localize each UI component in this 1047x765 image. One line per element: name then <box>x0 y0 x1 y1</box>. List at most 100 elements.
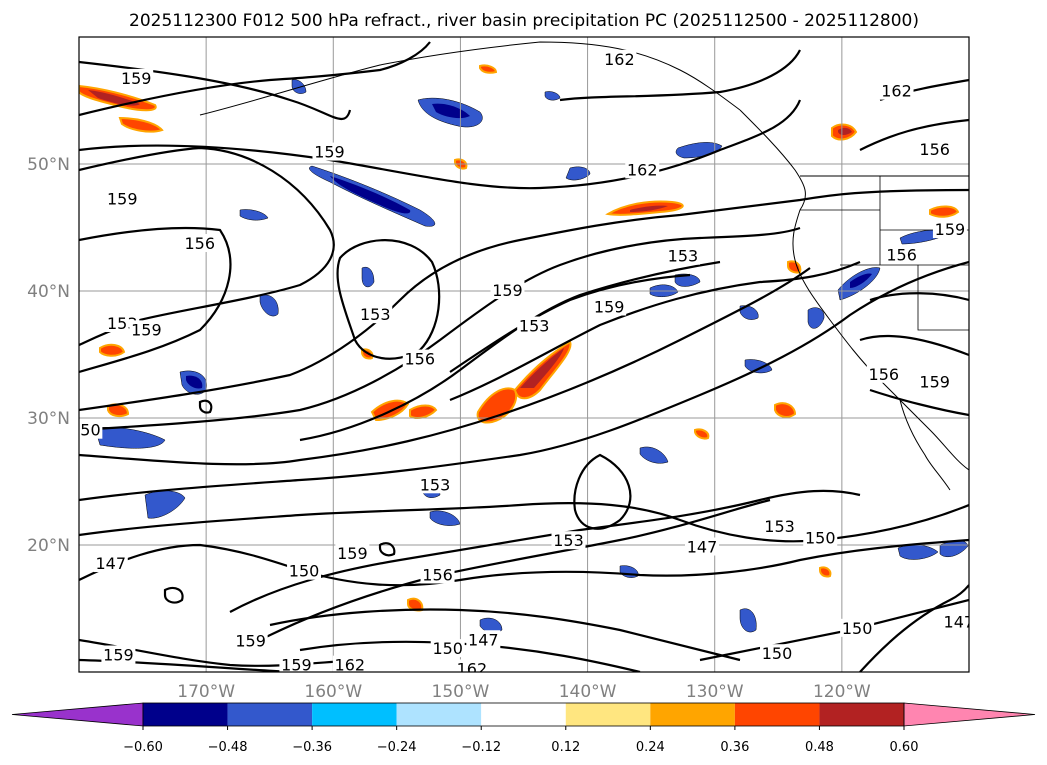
contour-label-background <box>625 160 660 179</box>
map-background <box>79 37 969 672</box>
shade-patch <box>330 176 411 214</box>
shade-patch <box>787 260 802 274</box>
colorbar-tick-label: −0.36 <box>292 740 332 755</box>
contour-label: 156 <box>919 140 950 159</box>
contour-label: 162 <box>335 656 366 675</box>
contour-label-background <box>105 189 140 208</box>
colorbar-tick-label: 0.36 <box>720 740 749 755</box>
contour-label-background <box>93 554 128 573</box>
shade-patch <box>739 305 759 320</box>
contour-label-background <box>762 517 797 536</box>
colorbar-extend-min <box>11 702 144 727</box>
baja-coastline <box>899 399 951 491</box>
map-frame <box>78 36 970 673</box>
contour-line <box>79 267 811 466</box>
longitude-tick-label: 150°W <box>432 682 490 702</box>
colorbar-segment <box>396 703 482 726</box>
contour-line <box>449 260 861 402</box>
shade-patch <box>819 566 832 578</box>
shade-patch <box>674 273 701 287</box>
contour-label: 159 <box>235 632 266 651</box>
contour-label-background <box>233 631 268 650</box>
longitude-labels: 170°W 160°W 150°W 140°W 130°W 120°W <box>177 682 871 702</box>
contour-label: 159 <box>314 143 345 162</box>
contour-label: 159 <box>281 656 312 675</box>
colorbar-tick-label: 0.60 <box>890 740 919 755</box>
contour-label-background <box>551 531 586 550</box>
contour-label-background <box>358 305 393 324</box>
contour-label-background <box>803 528 838 547</box>
shade-patch <box>807 307 825 329</box>
contour-line <box>378 542 396 557</box>
contour-label: 156 <box>869 365 900 384</box>
shade-patch <box>850 273 872 288</box>
contour-label: 159 <box>337 544 368 563</box>
contour-label: 156 <box>886 245 917 264</box>
contour-line <box>229 489 861 613</box>
latitude-tick-label: 30°N <box>27 409 70 429</box>
contour-label-background <box>490 281 525 299</box>
contour-label: 150 <box>432 639 463 658</box>
contour-label: 147 <box>687 538 718 557</box>
colorbar: −0.60 −0.48 −0.36 −0.24 −0.12 0.12 0.24 0.36 0.4… <box>11 702 1036 755</box>
contour-label-background <box>941 612 969 631</box>
contour-label-background <box>685 537 719 556</box>
shade-patch <box>565 166 591 181</box>
contour-label-background <box>760 644 795 663</box>
contour-label: 159 <box>131 320 162 339</box>
contour-label: 159 <box>103 645 134 664</box>
latitude-tick-label: 40°N <box>27 282 70 302</box>
contour-label-background <box>592 297 627 316</box>
contour-label-background <box>840 618 875 637</box>
colorbar-tick-label: −0.24 <box>377 740 417 755</box>
contour-label: 153 <box>668 247 699 266</box>
contour-label-background <box>466 630 501 649</box>
colorbar-tick-label: −0.60 <box>123 740 163 755</box>
contour-label-background <box>454 659 489 672</box>
shade-patch <box>739 608 757 633</box>
shade-patch <box>239 209 269 221</box>
shade-patch <box>774 402 797 418</box>
latitude-tick-label: 50°N <box>27 155 70 175</box>
shade-patch <box>479 617 503 634</box>
contour-label-background <box>602 49 637 68</box>
contour-label-background <box>287 561 322 580</box>
contour-label-background <box>312 142 347 161</box>
precipitation-shading <box>79 64 969 634</box>
contour-label-background <box>665 246 700 265</box>
contour-line <box>869 292 969 302</box>
contour-label: 147 <box>468 630 499 649</box>
shade-patch <box>694 428 710 440</box>
contour-label-background <box>335 543 370 562</box>
contour-line <box>79 188 969 412</box>
contour-label-background <box>866 364 901 383</box>
shade-patch <box>186 375 203 389</box>
contour-label: 153 <box>360 305 391 324</box>
colorbar-segment <box>481 703 566 726</box>
shade-patch <box>929 205 960 218</box>
contour-label: 159 <box>594 298 625 317</box>
contour-line <box>79 260 969 502</box>
shade-patch <box>744 359 773 374</box>
latitude-tick-label: 20°N <box>27 536 70 556</box>
longitude-tick-label: 140°W <box>559 682 617 702</box>
contour-label: 162 <box>627 160 658 179</box>
contour-label-background <box>917 372 952 391</box>
contour-line <box>449 273 691 373</box>
contour-label: 153 <box>553 531 584 550</box>
contour-line <box>79 226 801 432</box>
colorbar-segment <box>565 703 651 726</box>
canada-coastline <box>739 109 969 471</box>
contour-line <box>859 334 969 357</box>
shade-patch <box>361 266 375 288</box>
shade-patch <box>118 116 164 133</box>
longitude-tick-label: 170°W <box>177 682 235 702</box>
positive-core-patches <box>88 90 852 388</box>
shade-patch <box>99 343 126 357</box>
contour-label-background <box>182 234 217 253</box>
colorbar-frame <box>142 702 905 727</box>
contour-line <box>559 49 801 102</box>
contour-label-background <box>884 245 919 264</box>
colorbar-tick-label: 0.48 <box>805 740 834 755</box>
